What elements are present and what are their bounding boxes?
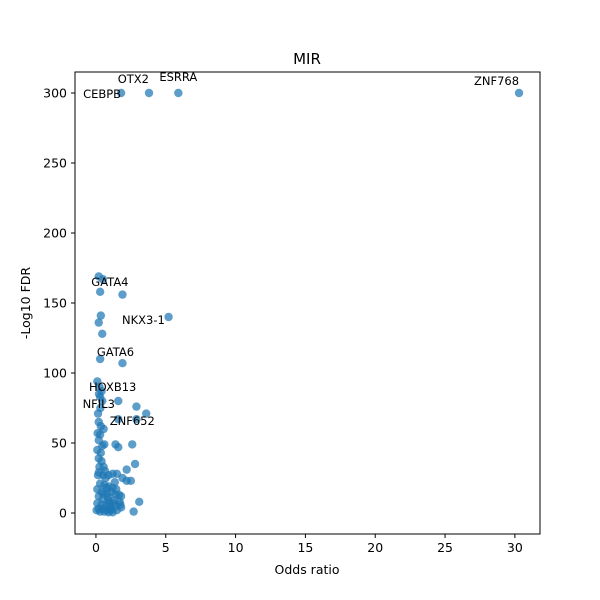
y-tick-label: 100 [43, 366, 67, 381]
plot-frame [74, 71, 541, 535]
chart-title: MIR [293, 50, 321, 68]
plot-points [92, 88, 524, 517]
data-point [93, 471, 103, 480]
data-point [116, 88, 126, 98]
data-point [132, 402, 141, 411]
data-point [116, 500, 125, 509]
data-point [142, 409, 151, 418]
y-axis-ticks: 0 50 100 150 200 250 300 [43, 86, 75, 521]
data-point [164, 312, 173, 322]
data-point [174, 88, 183, 98]
point-annotation: NFIL3 [83, 397, 115, 411]
point-annotation: CEBPB [83, 87, 121, 101]
data-point [94, 318, 103, 327]
data-point [114, 396, 123, 406]
data-point [126, 476, 136, 485]
data-point [96, 448, 106, 457]
data-point [114, 415, 123, 424]
point-annotation: OTX2 [118, 72, 149, 86]
data-point [128, 440, 137, 449]
data-point [132, 415, 141, 424]
point-annotation: ZNF768 [474, 74, 519, 88]
point-annotation: GATA6 [97, 345, 134, 359]
y-tick-label: 50 [51, 436, 67, 451]
data-point [135, 497, 144, 506]
data-point [95, 354, 105, 364]
data-point [93, 429, 102, 438]
y-tick-label: 0 [59, 506, 67, 521]
x-axis-label: Odds ratio [274, 562, 339, 577]
x-tick-label: 20 [367, 540, 383, 555]
y-axis-label: -Log10 FDR [18, 267, 33, 340]
data-point [118, 290, 127, 299]
data-point [98, 441, 107, 450]
point-annotation: GATA4 [91, 275, 128, 289]
x-tick-label: 30 [507, 540, 523, 555]
data-point [109, 499, 118, 508]
data-point [95, 287, 105, 296]
y-tick-label: 150 [43, 296, 67, 311]
x-tick-label: 0 [92, 540, 100, 555]
x-tick-label: 5 [162, 540, 170, 555]
y-tick-label: 200 [43, 226, 67, 241]
data-point [98, 275, 108, 284]
data-point [129, 507, 138, 516]
x-tick-label: 15 [297, 540, 313, 555]
data-point [122, 465, 131, 474]
data-point [144, 88, 154, 98]
data-point [118, 359, 127, 368]
data-point [98, 396, 107, 406]
data-point [92, 506, 101, 515]
x-tick-label: 25 [437, 540, 453, 555]
data-point [98, 329, 107, 338]
data-point [110, 478, 120, 487]
x-tick-label: 10 [228, 540, 244, 555]
x-axis-ticks: 0 5 10 15 20 25 30 [92, 534, 523, 555]
y-tick-label: 300 [43, 86, 67, 101]
data-point [96, 311, 106, 320]
data-point [94, 389, 104, 399]
point-annotation: NKX3-1 [122, 313, 165, 327]
data-point [99, 489, 108, 498]
data-point [100, 466, 110, 476]
data-point [130, 459, 140, 469]
point-annotation: HOXB13 [89, 380, 136, 394]
point-annotation: ESRRA [159, 70, 197, 84]
data-point [114, 490, 124, 499]
data-point [114, 443, 123, 452]
y-tick-label: 250 [43, 156, 67, 171]
data-point [96, 403, 105, 413]
point-annotation: ZNF652 [110, 414, 155, 428]
data-point [514, 88, 524, 98]
